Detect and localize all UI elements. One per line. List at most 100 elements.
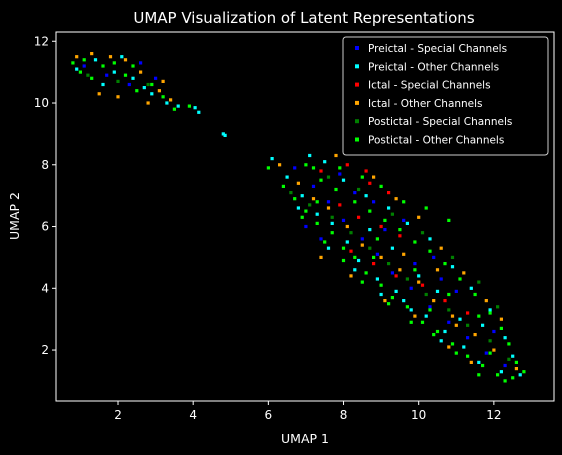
scatter-point <box>402 218 406 222</box>
scatter-point <box>387 302 391 306</box>
scatter-point <box>466 323 470 327</box>
scatter-point <box>172 107 176 111</box>
scatter-point <box>338 166 342 170</box>
scatter-point <box>402 200 406 204</box>
scatter-point <box>413 262 417 266</box>
scatter-point <box>75 55 79 59</box>
legend: Preictal - Special Channels Preictal - Ot… <box>342 36 549 156</box>
scatter-point <box>372 200 376 204</box>
scatter-point <box>507 342 511 346</box>
legend-marker <box>355 119 359 124</box>
scatter-point <box>447 292 451 297</box>
scatter-point <box>450 255 455 259</box>
scatter-point <box>270 157 274 161</box>
scatter-point <box>315 200 319 204</box>
scatter-point <box>311 184 316 188</box>
chart-title: UMAP Visualization of Latent Representat… <box>133 9 474 27</box>
scatter-point <box>469 360 473 364</box>
scatter-point <box>150 82 154 87</box>
scatter-point <box>420 283 425 287</box>
scatter-point <box>402 252 406 256</box>
scatter-point <box>447 218 451 222</box>
scatter-point <box>326 200 331 204</box>
scatter-point <box>221 132 225 136</box>
scatter-point <box>409 308 413 312</box>
scatter-point <box>364 194 368 198</box>
scatter-point <box>131 76 135 80</box>
scatter-point <box>281 184 285 188</box>
scatter-point <box>123 58 128 62</box>
scatter-point <box>420 320 425 324</box>
scatter-point <box>458 317 462 321</box>
scatter-point <box>413 268 417 272</box>
scatter-point <box>353 200 357 204</box>
scatter-point <box>319 255 323 259</box>
scatter-point <box>349 231 353 235</box>
scatter-point <box>161 95 165 99</box>
scatter-point <box>146 82 150 87</box>
scatter-point <box>349 274 353 278</box>
scatter-point <box>387 262 391 266</box>
scatter-point <box>435 329 440 334</box>
scatter-point <box>394 274 398 278</box>
scatter-point <box>390 212 394 216</box>
scatter-point <box>488 311 492 315</box>
scatter-point <box>383 218 387 222</box>
scatter-point <box>428 249 432 253</box>
scatter-point <box>311 197 316 201</box>
scatter-point <box>488 308 492 312</box>
scatter-point <box>462 271 466 275</box>
scatter-point <box>458 277 462 281</box>
scatter-point <box>353 191 357 195</box>
scatter-point <box>82 64 86 68</box>
scatter-point <box>462 345 466 349</box>
scatter-point <box>447 308 451 312</box>
scatter-point <box>499 326 503 330</box>
scatter-point <box>405 277 409 281</box>
scatter-point <box>266 166 270 170</box>
scatter-point <box>357 215 361 219</box>
y-tick-label: 8 <box>41 158 49 172</box>
scatter-point <box>157 89 161 93</box>
x-axis-ticks: 2 4 6 8 10 12 <box>114 401 502 422</box>
scatter-point <box>90 52 94 56</box>
scatter-point <box>341 178 346 182</box>
scatter-point <box>300 215 304 219</box>
scatter-point <box>82 58 86 62</box>
scatter-point <box>101 82 105 87</box>
x-tick-label: 10 <box>411 408 426 422</box>
scatter-point <box>409 286 413 290</box>
scatter-point <box>390 271 394 275</box>
scatter-point <box>311 166 316 170</box>
scatter-point <box>293 166 297 170</box>
scatter-point <box>341 246 346 250</box>
scatter-point <box>390 246 394 250</box>
scatter-point <box>503 379 507 383</box>
scatter-point <box>443 329 447 334</box>
scatter-point <box>296 181 300 185</box>
scatter-point <box>308 203 312 207</box>
scatter-point <box>390 296 394 300</box>
scatter-point <box>338 172 342 176</box>
scatter-point <box>379 255 383 259</box>
scatter-point <box>349 249 353 253</box>
scatter-point <box>469 286 473 290</box>
scatter-point <box>473 333 477 337</box>
scatter-point <box>364 169 368 173</box>
scatter-point <box>383 299 387 303</box>
legend-label: Postictal - Special Channels <box>368 116 512 128</box>
scatter-point <box>360 243 364 247</box>
scatter-point <box>326 175 331 179</box>
legend-label: Preictal - Special Channels <box>368 43 507 55</box>
x-axis-label: UMAP 1 <box>281 431 329 446</box>
scatter-point <box>116 79 120 83</box>
scatter-point <box>477 360 481 364</box>
y-tick-label: 2 <box>41 343 49 357</box>
scatter-point <box>405 305 409 309</box>
scatter-point <box>315 212 319 216</box>
scatter-point <box>379 184 383 188</box>
legend-marker <box>355 82 359 87</box>
scatter-point <box>454 289 458 293</box>
scatter-point <box>116 95 120 99</box>
scatter-point <box>387 206 391 210</box>
